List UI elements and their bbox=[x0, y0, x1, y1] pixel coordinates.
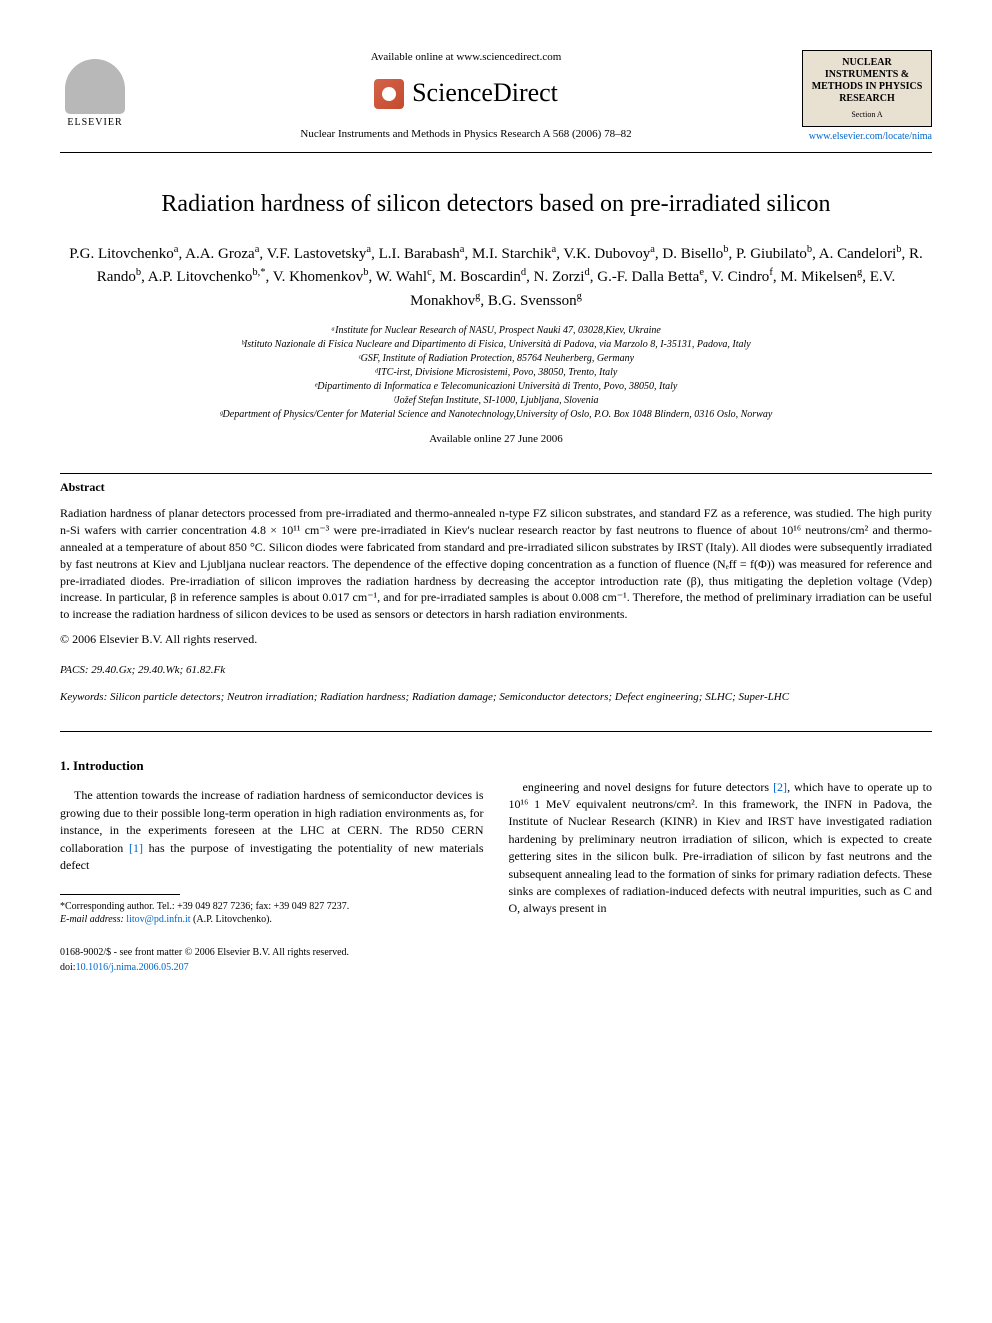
header-rule bbox=[60, 152, 932, 153]
header-row: ELSEVIER Available online at www.science… bbox=[60, 50, 932, 144]
abstract-bottom-rule bbox=[60, 731, 932, 732]
sciencedirect-icon bbox=[374, 79, 404, 109]
abstract-text: Radiation hardness of planar detectors p… bbox=[60, 505, 932, 623]
corresponding-author-footnote: *Corresponding author. Tel.: +39 049 827… bbox=[60, 900, 484, 926]
corresponding-tel: *Corresponding author. Tel.: +39 049 827… bbox=[60, 900, 484, 913]
doi-link[interactable]: 10.1016/j.nima.2006.05.207 bbox=[76, 962, 189, 973]
footnote-separator bbox=[60, 894, 180, 895]
corresponding-email-line: E-mail address: litov@pd.infn.it (A.P. L… bbox=[60, 913, 484, 926]
sciencedirect-brand: ScienceDirect bbox=[150, 75, 782, 111]
body-column-left: 1. Introduction The attention towards th… bbox=[60, 737, 484, 976]
journal-reference: Nuclear Instruments and Methods in Physi… bbox=[150, 127, 782, 142]
body-columns: 1. Introduction The attention towards th… bbox=[60, 737, 932, 976]
copyright-text: © 2006 Elsevier B.V. All rights reserved… bbox=[60, 631, 932, 648]
sciencedirect-text: ScienceDirect bbox=[412, 75, 558, 111]
journal-box-container: NUCLEAR INSTRUMENTS & METHODS IN PHYSICS… bbox=[802, 50, 932, 144]
journal-box-section: Section A bbox=[809, 109, 925, 120]
available-online-text: Available online at www.sciencedirect.co… bbox=[150, 50, 782, 65]
pacs-codes: PACS: 29.40.Gx; 29.40.Wk; 61.82.Fk bbox=[60, 663, 932, 678]
center-header: Available online at www.sciencedirect.co… bbox=[130, 50, 802, 142]
email-person: (A.P. Litovchenko). bbox=[193, 914, 272, 925]
journal-box: NUCLEAR INSTRUMENTS & METHODS IN PHYSICS… bbox=[802, 50, 932, 127]
section-1-heading: 1. Introduction bbox=[60, 757, 484, 776]
elsevier-label: ELSEVIER bbox=[67, 116, 122, 130]
intro-paragraph-2: engineering and novel designs for future… bbox=[509, 779, 933, 918]
journal-link[interactable]: www.elsevier.com/locate/nima bbox=[802, 130, 932, 144]
keywords: Keywords: Silicon particle detectors; Ne… bbox=[60, 690, 932, 705]
email-link[interactable]: litov@pd.infn.it bbox=[126, 914, 190, 925]
article-title: Radiation hardness of silicon detectors … bbox=[60, 188, 932, 222]
journal-link-text[interactable]: www.elsevier.com/locate/nima bbox=[809, 131, 932, 142]
front-matter: 0168-9002/$ - see front matter © 2006 El… bbox=[60, 946, 484, 961]
footer-info: 0168-9002/$ - see front matter © 2006 El… bbox=[60, 946, 484, 975]
journal-box-title: NUCLEAR INSTRUMENTS & METHODS IN PHYSICS… bbox=[809, 57, 925, 105]
doi-line: doi:10.1016/j.nima.2006.05.207 bbox=[60, 961, 484, 976]
elsevier-logo: ELSEVIER bbox=[60, 50, 130, 130]
intro-paragraph-1: The attention towards the increase of ra… bbox=[60, 787, 484, 874]
publication-date: Available online 27 June 2006 bbox=[60, 432, 932, 447]
abstract-heading: Abstract bbox=[60, 479, 932, 496]
doi-label: doi: bbox=[60, 962, 76, 973]
authors-list: P.G. Litovchenkoa, A.A. Grozaa, V.F. Las… bbox=[60, 242, 932, 313]
body-column-right: engineering and novel designs for future… bbox=[509, 737, 933, 976]
elsevier-tree-icon bbox=[65, 59, 125, 114]
email-label: E-mail address: bbox=[60, 914, 124, 925]
affiliations-list: ᵃInstitute for Nuclear Research of NASU,… bbox=[60, 324, 932, 422]
abstract-top-rule bbox=[60, 473, 932, 474]
